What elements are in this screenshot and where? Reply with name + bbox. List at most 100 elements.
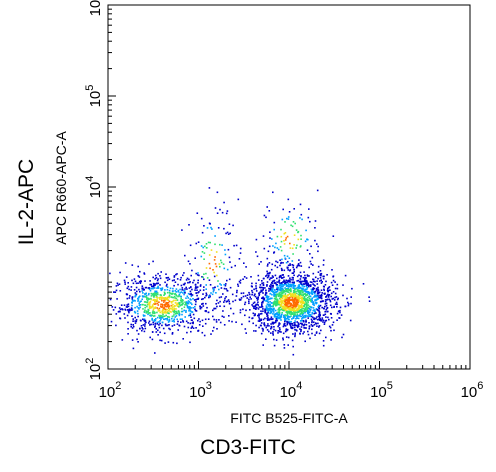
event-dot: [271, 302, 273, 304]
event-dot: [139, 295, 141, 297]
event-dot: [287, 297, 290, 299]
event-dot: [313, 287, 316, 290]
event-dot: [151, 317, 153, 320]
event-dot: [296, 287, 299, 289]
event-dot: [314, 220, 317, 222]
event-dot: [308, 297, 311, 300]
event-dot: [295, 324, 297, 327]
event-dot: [293, 301, 296, 304]
event-dot: [266, 296, 269, 298]
event-dot: [180, 321, 182, 323]
event-dot: [300, 289, 303, 292]
event-dot: [304, 327, 306, 329]
event-dot: [197, 279, 199, 282]
event-dot: [196, 286, 199, 288]
event-dot: [332, 291, 335, 293]
event-dot: [167, 304, 170, 306]
event-dot: [209, 241, 211, 244]
event-dot: [292, 292, 294, 295]
event-dot: [279, 304, 282, 307]
event-dot: [149, 324, 151, 326]
event-dot: [208, 187, 211, 189]
event-dot: [208, 262, 211, 265]
event-dot: [368, 300, 371, 302]
event-dot: [294, 297, 297, 299]
event-dot: [238, 280, 241, 283]
event-dot: [322, 321, 324, 323]
event-dot: [289, 247, 292, 249]
event-dot: [284, 232, 287, 234]
event-dot: [296, 308, 299, 311]
event-dot: [300, 238, 302, 240]
event-dot: [312, 272, 315, 275]
event-dot: [287, 288, 290, 291]
event-dot: [267, 316, 269, 319]
event-dot: [199, 320, 201, 323]
event-dot: [277, 316, 279, 319]
event-dot: [311, 321, 313, 324]
event-dot: [164, 281, 166, 284]
event-dot: [293, 282, 295, 285]
event-dot: [344, 305, 347, 308]
event-dot: [203, 286, 205, 288]
event-dot: [296, 299, 299, 302]
event-dot: [299, 203, 302, 206]
event-dot: [272, 191, 274, 194]
event-dot: [248, 300, 250, 303]
event-dot: [145, 286, 147, 289]
event-dot: [144, 327, 147, 330]
event-dot: [291, 295, 294, 298]
event-dot: [144, 309, 146, 311]
event-dot: [278, 281, 280, 284]
event-dot: [222, 310, 224, 312]
event-dot: [321, 318, 323, 321]
event-dot: [305, 314, 307, 317]
event-dot: [336, 312, 339, 315]
event-dot: [293, 309, 295, 311]
event-dot: [323, 323, 326, 325]
event-dot: [163, 303, 166, 306]
event-dot: [305, 280, 308, 282]
event-dot: [267, 305, 270, 307]
event-dot: [279, 259, 281, 261]
event-dot: [173, 314, 175, 316]
event-dot: [159, 277, 162, 280]
event-dot: [148, 287, 151, 289]
event-dot: [294, 332, 296, 335]
event-dot: [189, 298, 191, 300]
event-dot: [330, 339, 332, 341]
event-dot: [169, 292, 171, 295]
event-dot: [224, 284, 227, 287]
event-dot: [298, 309, 301, 311]
event-dot: [308, 293, 311, 296]
event-dot: [266, 329, 269, 331]
event-dot: [294, 307, 296, 309]
event-dot: [294, 312, 296, 314]
event-dot: [165, 312, 168, 314]
event-dot: [174, 292, 177, 295]
event-dot: [274, 303, 277, 306]
event-dot: [279, 246, 282, 248]
event-dot: [294, 328, 296, 331]
event-dot: [203, 334, 206, 337]
event-dot: [156, 311, 158, 314]
event-dot: [299, 328, 301, 330]
event-dot: [327, 293, 329, 296]
event-dot: [112, 309, 115, 311]
event-dot: [297, 307, 300, 310]
event-dot: [265, 292, 268, 294]
event-dot: [315, 301, 317, 304]
event-dot: [259, 313, 262, 315]
event-dot: [317, 277, 319, 280]
event-dot: [330, 292, 333, 295]
event-dot: [173, 324, 176, 326]
event-dot: [289, 316, 291, 318]
event-dot: [276, 304, 278, 307]
event-dot: [295, 288, 297, 290]
event-dot: [110, 320, 113, 323]
event-dot: [286, 329, 288, 332]
event-dot: [191, 294, 194, 296]
event-dot: [262, 292, 264, 294]
event-dot: [143, 318, 146, 320]
event-dot: [314, 291, 316, 293]
